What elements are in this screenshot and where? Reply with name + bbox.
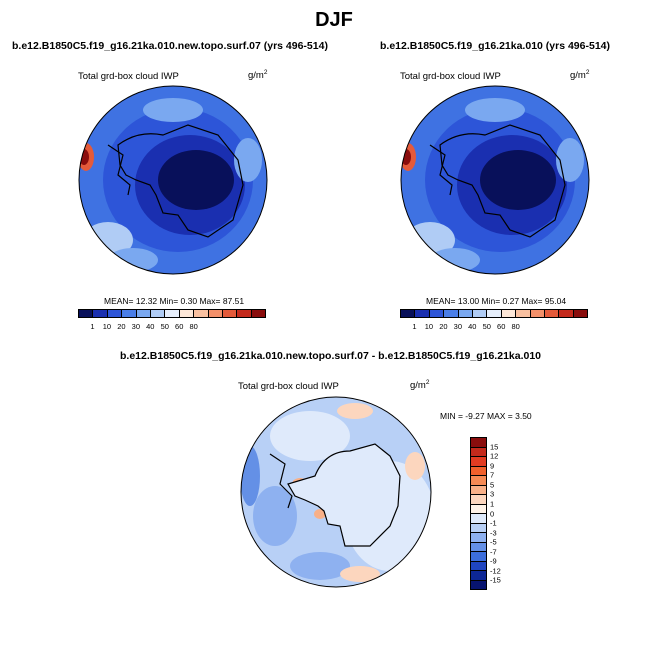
colorbar-swatch bbox=[194, 310, 209, 317]
colorbar-swatch bbox=[472, 310, 488, 317]
panel3-stats: MIN = -9.27 MAX = 3.50 bbox=[440, 411, 532, 421]
colorbar-swatch bbox=[516, 310, 531, 317]
colorbar-tick-label: 0 bbox=[490, 509, 495, 518]
panel2-stats: MEAN= 13.00 Min= 0.27 Max= 95.04 bbox=[426, 296, 567, 306]
colorbar-swatch bbox=[471, 485, 486, 495]
colorbar-tick-label: -5 bbox=[490, 537, 497, 547]
colorbar-swatch bbox=[530, 310, 545, 317]
panel3-colorbar bbox=[470, 437, 487, 590]
colorbar-swatch bbox=[471, 571, 486, 581]
colorbar-swatch bbox=[429, 310, 445, 317]
colorbar-swatch bbox=[471, 542, 486, 552]
colorbar-tick-label: 40 bbox=[146, 322, 155, 331]
colorbar-tick-label: 9 bbox=[490, 461, 495, 471]
colorbar-swatch bbox=[122, 310, 137, 317]
colorbar-swatch bbox=[471, 495, 486, 505]
colorbar-tick-label: 7 bbox=[490, 470, 495, 480]
panel3-colorbar-ticks: 15 12 9 7 5 3 1 0 -1 -3 -5 -7 -9 -12 -15 bbox=[490, 437, 520, 590]
colorbar-swatch bbox=[544, 310, 560, 317]
panel3-subtitle: b.e12.B1850C5.f19_g16.21ka.010.new.topo.… bbox=[120, 350, 542, 362]
colorbar-swatch bbox=[471, 523, 486, 533]
panel1-units: g/m2 bbox=[248, 69, 268, 82]
colorbar-tick-label: 3 bbox=[490, 489, 495, 499]
panel3-map bbox=[240, 396, 432, 588]
panel1-colorbar bbox=[78, 309, 266, 318]
colorbar-tick-label: 60 bbox=[497, 322, 506, 331]
colorbar-swatch bbox=[444, 310, 459, 317]
colorbar-tick-label: -9 bbox=[490, 556, 497, 566]
colorbar-tick-label: 60 bbox=[175, 322, 184, 331]
colorbar-tick-label: -1 bbox=[490, 518, 497, 528]
colorbar-tick-label: 40 bbox=[468, 322, 477, 331]
colorbar-tick-label: -3 bbox=[490, 528, 497, 538]
colorbar-swatch bbox=[237, 310, 252, 317]
colorbar-swatch bbox=[501, 310, 517, 317]
colorbar-swatch bbox=[573, 310, 588, 317]
colorbar-tick-label: 80 bbox=[511, 322, 520, 331]
colorbar-tick-label: -15 bbox=[490, 575, 501, 585]
colorbar-tick-label: 20 bbox=[117, 322, 126, 331]
colorbar-swatch bbox=[208, 310, 223, 317]
panel2-colorbar bbox=[400, 309, 588, 318]
colorbar-swatch bbox=[471, 457, 486, 467]
colorbar-swatch bbox=[471, 447, 486, 457]
colorbar-swatch bbox=[471, 514, 486, 524]
panel2-subtitle: b.e12.B1850C5.f19_g16.21ka.010 (yrs 496-… bbox=[380, 40, 610, 52]
colorbar-swatch bbox=[471, 466, 486, 476]
colorbar-swatch bbox=[471, 533, 486, 543]
colorbar-tick-label: 1 bbox=[490, 499, 495, 509]
panel3-variable: Total grd-box cloud IWP bbox=[238, 381, 339, 392]
panel2-units: g/m2 bbox=[570, 69, 590, 82]
panel2-map bbox=[400, 85, 590, 275]
colorbar-swatch bbox=[93, 310, 108, 317]
colorbar-swatch bbox=[487, 310, 502, 317]
panel1-subtitle: b.e12.B1850C5.f19_g16.21ka.010.new.topo.… bbox=[12, 40, 328, 52]
panel1-map bbox=[78, 85, 268, 275]
colorbar-swatch bbox=[251, 310, 266, 317]
panel2-colorbar-ticks: 1 10 20 30 40 50 60 80 bbox=[400, 322, 588, 332]
colorbar-tick-label: 80 bbox=[189, 322, 198, 331]
figure-title: DJF bbox=[315, 9, 353, 31]
colorbar-tick-label: 50 bbox=[160, 322, 169, 331]
colorbar-swatch bbox=[136, 310, 151, 317]
colorbar-tick-label: 10 bbox=[102, 322, 112, 331]
colorbar-tick-label: -12 bbox=[490, 566, 501, 576]
colorbar-swatch bbox=[458, 310, 473, 317]
colorbar-swatch bbox=[107, 310, 123, 317]
colorbar-swatch bbox=[471, 504, 486, 514]
colorbar-tick-label: 50 bbox=[482, 322, 491, 331]
colorbar-swatch bbox=[79, 310, 94, 317]
colorbar-swatch bbox=[471, 580, 486, 589]
colorbar-swatch bbox=[471, 438, 486, 448]
colorbar-tick-label: 1 bbox=[412, 322, 417, 331]
panel1-colorbar-ticks: 1 10 20 30 40 50 60 80 bbox=[78, 322, 266, 332]
colorbar-swatch bbox=[471, 561, 486, 571]
colorbar-swatch bbox=[559, 310, 574, 317]
panel3-units: g/m2 bbox=[410, 379, 430, 392]
panel1-variable: Total grd-box cloud IWP bbox=[78, 71, 179, 82]
colorbar-swatch bbox=[179, 310, 195, 317]
colorbar-swatch bbox=[222, 310, 238, 317]
colorbar-tick-label: 1 bbox=[90, 322, 95, 331]
colorbar-tick-label: 20 bbox=[439, 322, 448, 331]
colorbar-tick-label: 10 bbox=[424, 322, 434, 331]
colorbar-swatch bbox=[471, 552, 486, 562]
colorbar-tick-label: 15 bbox=[490, 442, 499, 452]
panel2-variable: Total grd-box cloud IWP bbox=[400, 71, 501, 82]
colorbar-tick-label: 12 bbox=[490, 451, 499, 461]
colorbar-swatch bbox=[150, 310, 166, 317]
colorbar-swatch bbox=[165, 310, 180, 317]
colorbar-tick-label: 30 bbox=[131, 322, 141, 331]
colorbar-swatch bbox=[401, 310, 416, 317]
panel1-stats: MEAN= 12.32 Min= 0.30 Max= 87.51 bbox=[104, 296, 245, 306]
colorbar-swatch bbox=[415, 310, 430, 317]
colorbar-tick-label: 5 bbox=[490, 480, 495, 490]
colorbar-tick-label: -7 bbox=[490, 547, 497, 557]
colorbar-tick-label: 30 bbox=[453, 322, 463, 331]
colorbar-swatch bbox=[471, 476, 486, 486]
